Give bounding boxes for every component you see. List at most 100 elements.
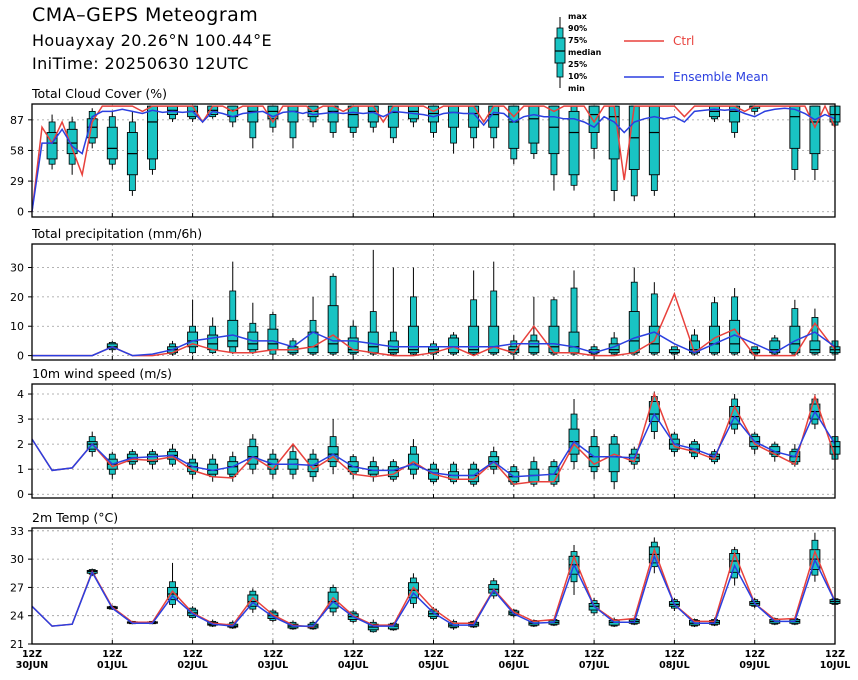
- chart-panels: Total Cloud Cover (%) 0 29 58 87 Total precip…: [10, 86, 841, 651]
- box-10-90: [811, 317, 819, 355]
- x-day-label: 10JUL: [820, 660, 851, 671]
- x-hour-label: 12Z: [183, 649, 203, 660]
- legend-box-label: 10%: [568, 72, 587, 81]
- box-25-75: [568, 110, 580, 176]
- x-hour-label: 12Z: [22, 649, 42, 660]
- y-tick-label: 0: [17, 350, 24, 363]
- panel-title: 10m wind speed (m/s): [32, 366, 172, 381]
- x-day-label: 30JUN: [16, 660, 48, 671]
- x-day-label: 05JUL: [418, 660, 449, 671]
- y-tick-label: 30: [10, 553, 24, 566]
- y-tick-label: 2: [17, 438, 24, 451]
- box-25-75: [327, 305, 339, 354]
- panel-4: 2m Temp (°C) 21 24 27 30 33: [10, 510, 841, 651]
- y-tick-label: 10: [10, 320, 24, 333]
- box-25-75: [146, 105, 158, 160]
- y-tick-label: 30: [10, 261, 24, 274]
- box-25-75: [548, 105, 560, 155]
- legend-box-label: 75%: [568, 36, 587, 45]
- legend-box-label: 25%: [568, 60, 587, 69]
- panel-title: 2m Temp (°C): [32, 510, 118, 525]
- box-25-75: [789, 105, 801, 149]
- box-25-75: [709, 325, 720, 354]
- location-label: Houayxay 20.26°N 100.44°E: [32, 31, 273, 50]
- box-25-75: [488, 325, 500, 354]
- box-25-75: [227, 319, 239, 348]
- box-25-75: [46, 132, 58, 160]
- y-tick-label: 29: [10, 175, 24, 188]
- legend-line-label: Ensemble Mean: [673, 70, 768, 84]
- box-25-75: [608, 443, 620, 473]
- legend-box-label: min: [568, 84, 585, 93]
- ensemble-mean-line: [31, 554, 836, 627]
- y-tick-label: 1: [17, 463, 24, 476]
- panel-2: Total precipitation (mm/6h) 0 10 20 30: [10, 226, 841, 363]
- box-25-75: [247, 446, 259, 465]
- box-25-75: [468, 325, 480, 354]
- x-hour-label: 12Z: [825, 649, 845, 660]
- box-25-75: [66, 128, 78, 155]
- box-25-75: [367, 331, 379, 354]
- box-10-90: [490, 290, 498, 355]
- box-25-75: [86, 441, 98, 450]
- panel-frame: [31, 243, 836, 361]
- panel-title: Total Cloud Cover (%): [31, 86, 167, 101]
- box-25-75: [106, 126, 118, 160]
- box-25-75: [528, 105, 540, 144]
- box-25-75: [267, 105, 279, 120]
- box-10-90: [410, 296, 417, 355]
- box-25-75: [146, 453, 158, 463]
- x-hour-label: 12Z: [745, 649, 765, 660]
- box-25-75: [287, 105, 299, 123]
- y-tick-label: 20: [10, 291, 24, 304]
- y-tick-label: 21: [10, 638, 24, 651]
- x-axis-labels: 12Z30JUN12Z01JUL12Z02JUL12Z03JUL12Z04JUL…: [16, 649, 850, 671]
- box-25-75: [247, 105, 259, 123]
- x-day-label: 08JUL: [659, 660, 690, 671]
- y-tick-label: 87: [10, 114, 24, 127]
- legend-box-glyph: [554, 17, 566, 88]
- x-day-label: 09JUL: [739, 660, 770, 671]
- legend-box-label: 90%: [568, 24, 587, 33]
- panel-frame: [31, 103, 836, 218]
- panel-frame: [31, 383, 836, 499]
- ensemble-mean-line: [32, 331, 836, 357]
- y-tick-label: 58: [10, 144, 24, 157]
- y-tick-label: 3: [17, 413, 24, 426]
- x-day-label: 04JUL: [338, 660, 369, 671]
- y-tick-label: 27: [10, 581, 24, 594]
- y-tick-label: 0: [17, 206, 24, 219]
- ensemble-mean-line: [31, 107, 836, 212]
- box-25-75: [448, 337, 460, 354]
- y-tick-label: 24: [10, 610, 24, 623]
- box-25-75: [809, 105, 821, 155]
- box-25-75: [267, 328, 279, 351]
- box-25-75: [387, 105, 399, 128]
- y-tick-label: 0: [17, 488, 24, 501]
- x-hour-label: 12Z: [343, 649, 363, 660]
- x-day-label: 06JUL: [499, 660, 530, 671]
- box-25-75: [448, 105, 460, 128]
- x-day-label: 01JUL: [97, 660, 128, 671]
- panel-title: Total precipitation (mm/6h): [31, 226, 202, 241]
- ensemble-mean-line: [31, 409, 836, 478]
- y-tick-label: 33: [10, 525, 24, 538]
- ctrl-line: [32, 291, 836, 357]
- box-25-75: [327, 591, 339, 609]
- panel-1: Total Cloud Cover (%) 0 29 58 87: [10, 86, 841, 219]
- legend-box-label: median: [568, 48, 602, 57]
- legend-line-label: Ctrl: [673, 34, 694, 48]
- ctrl-line: [31, 104, 836, 212]
- y-tick-label: 4: [17, 388, 24, 401]
- panel-3: 10m wind speed (m/s) 0 1 2 3 4: [17, 366, 841, 501]
- box-25-75: [247, 594, 259, 607]
- init-time-label: IniTime: 20250630 12UTC: [32, 54, 249, 73]
- panel-frame: [31, 527, 836, 645]
- box-10-90: [570, 287, 578, 355]
- x-hour-label: 12Z: [102, 649, 122, 660]
- x-hour-label: 12Z: [423, 649, 443, 660]
- box-25-75: [809, 340, 821, 354]
- x-hour-label: 12Z: [263, 649, 283, 660]
- ctrl-line: [31, 547, 836, 628]
